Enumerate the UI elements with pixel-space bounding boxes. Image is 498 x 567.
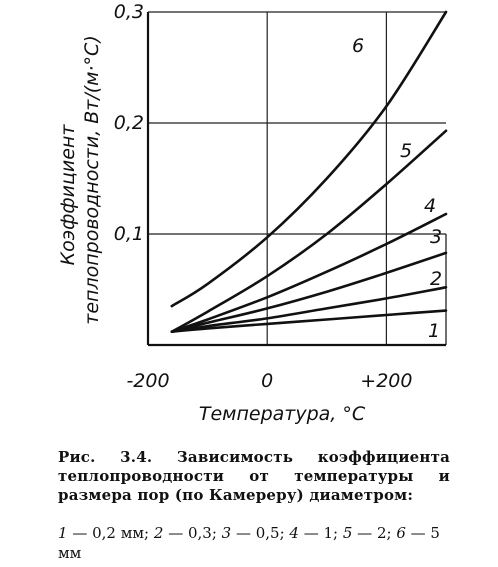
tick-labels: -200 0 +200 0,1 0,2 0,3 xyxy=(114,1,413,392)
x-tick-label: 0 xyxy=(261,370,273,392)
caption-key-number: 2 xyxy=(153,524,164,542)
x-axis-title: Температура, °С xyxy=(199,403,366,425)
thermal-conductivity-chart: 1 2 3 4 5 6 -200 0 +200 0,1 0,2 0,3 Температура, °… xyxy=(57,1,448,425)
caption-key-number: 4 xyxy=(289,524,299,542)
curve-3 xyxy=(170,251,448,333)
y-tick-label: 0,1 xyxy=(114,223,144,245)
caption-key-value: — 5 мм xyxy=(58,524,440,562)
caption-key-value: — 1; xyxy=(298,524,343,542)
curve-label-6: 6 xyxy=(352,35,364,57)
curve-label-3: 3 xyxy=(430,226,442,248)
y-tick-label: 0,2 xyxy=(114,112,144,134)
x-tick-label: -200 xyxy=(126,370,169,392)
curve-4 xyxy=(170,212,448,333)
figure-caption: Рис. 3.4. Зависимость коэффициента тепло… xyxy=(58,448,450,504)
caption-key-value: — 0,5; xyxy=(231,524,290,542)
curve-label-1: 1 xyxy=(428,320,440,342)
y-tick-label: 0,3 xyxy=(114,1,144,23)
y-axis-title-line2: теплопроводности, Вт/(м·°С) xyxy=(81,35,103,324)
curve-6 xyxy=(170,10,448,308)
curve-label-2: 2 xyxy=(430,268,442,290)
curve-2 xyxy=(170,286,448,333)
caption-key-number: 1 xyxy=(58,524,68,542)
curve-5 xyxy=(170,129,448,333)
curve-1 xyxy=(170,309,448,333)
caption-key-number: 5 xyxy=(342,524,353,542)
curve-labels: 1 2 3 4 5 6 xyxy=(352,35,442,342)
caption-key-number: 3 xyxy=(221,524,232,542)
curve-label-5: 5 xyxy=(400,140,412,162)
curve-label-4: 4 xyxy=(424,195,436,217)
caption-key-value: — 0,2 мм; xyxy=(67,524,154,542)
caption-key-number: 6 xyxy=(396,524,406,542)
curves xyxy=(170,10,448,333)
caption-key-value: — 2; xyxy=(352,524,397,542)
grid xyxy=(148,11,446,345)
y-axis-title-line1: Коэффициент xyxy=(57,124,79,266)
caption-key-value: — 0,3; xyxy=(163,524,222,542)
caption-key: 1 — 0,2 мм; 2 — 0,3; 3 — 0,5; 4 — 1; 5 —… xyxy=(58,523,450,563)
x-tick-label: +200 xyxy=(360,370,412,392)
